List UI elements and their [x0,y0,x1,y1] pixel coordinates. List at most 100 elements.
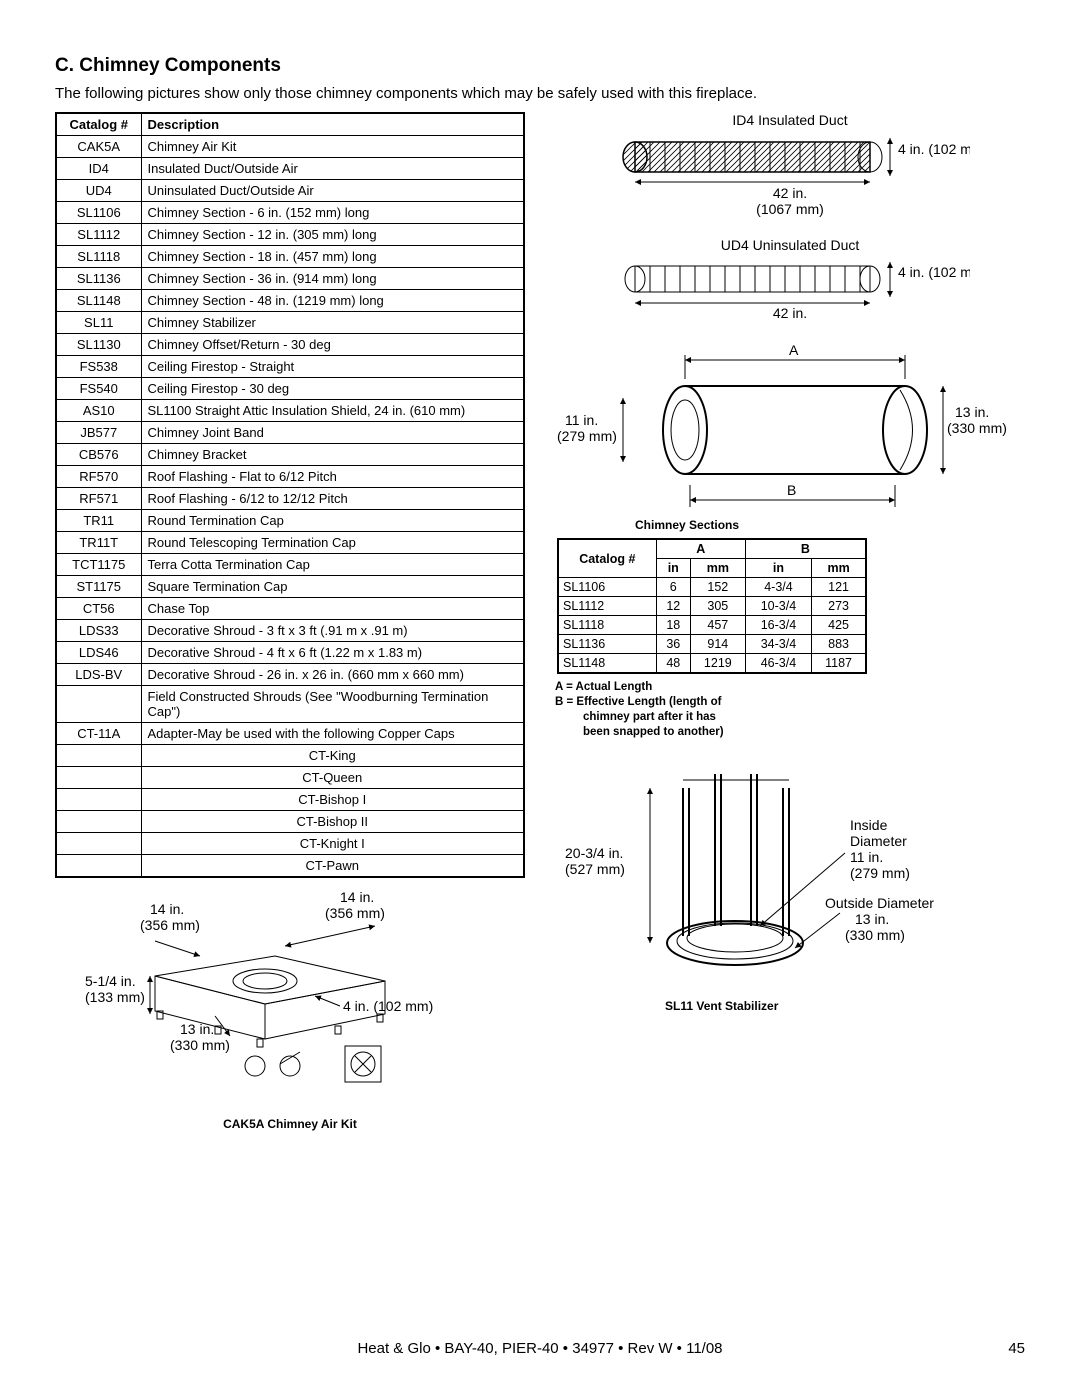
table-row: SL11181845716-3/4425 [558,616,866,635]
th-a: A [656,539,745,559]
ud4-title: UD4 Uninsulated Duct [555,237,1025,253]
svg-text:(330 mm): (330 mm) [170,1037,230,1053]
table-row: JB577Chimney Joint Band [56,422,524,444]
cell: 48 [656,654,690,674]
svg-text:Inside: Inside [850,817,888,833]
table-row: RF570Roof Flashing - Flat to 6/12 Pitch [56,466,524,488]
th-b-mm: mm [812,559,866,578]
svg-text:(133 mm): (133 mm) [85,989,145,1005]
chimney-sections-caption: Chimney Sections [635,518,1025,532]
cell: 273 [812,597,866,616]
cell: 10-3/4 [745,597,811,616]
cell-catalog: LDS33 [56,620,141,642]
cell-description: Round Termination Cap [141,510,524,532]
cell-description: CT-Bishop I [141,789,524,811]
cell-catalog [56,855,141,878]
cell-catalog: FS540 [56,378,141,400]
cell: 46-3/4 [745,654,811,674]
cell-description: Chimney Stabilizer [141,312,524,334]
cell-catalog: JB577 [56,422,141,444]
table-row: SL11121230510-3/4273 [558,597,866,616]
cell-catalog: SL1136 [56,268,141,290]
svg-text:13 in.: 13 in. [855,911,889,927]
cell: 1219 [690,654,745,674]
cell: 883 [812,635,866,654]
th-catalog: Catalog # [56,113,141,136]
cell-description: Ceiling Firestop - Straight [141,356,524,378]
table-row: LDS-BVDecorative Shroud - 26 in. x 26 in… [56,664,524,686]
cell-catalog: AS10 [56,400,141,422]
table-row: RF571Roof Flashing - 6/12 to 12/12 Pitch [56,488,524,510]
page-number: 45 [1008,1340,1025,1357]
cell-catalog: SL1106 [56,202,141,224]
cell-catalog: SL11 [56,312,141,334]
table-row: Field Constructed Shrouds (See "Woodburn… [56,686,524,723]
cell-catalog: SL1148 [56,290,141,312]
th-a-in: in [656,559,690,578]
cell: 16-3/4 [745,616,811,635]
id4-block: ID4 Insulated Duct 4 in. (102 mm) I [555,112,1025,217]
cak5a-figure: 14 in. (356 mm) 14 in. (356 mm) 5-1/4 in… [55,886,495,1106]
table-row: UD4Uninsulated Duct/Outside Air [56,180,524,202]
th-a-mm: mm [690,559,745,578]
table-row: SL1106Chimney Section - 6 in. (152 mm) l… [56,202,524,224]
table-row: SL1118Chimney Section - 18 in. (457 mm) … [56,246,524,268]
cell-catalog: TCT1175 [56,554,141,576]
svg-text:Outside Diameter: Outside Diameter [825,895,934,911]
sl11-caption: SL11 Vent Stabilizer [665,999,1025,1013]
svg-text:(356 mm): (356 mm) [140,917,200,933]
cell-description: Ceiling Firestop - 30 deg [141,378,524,400]
ud4-block: UD4 Uninsulated Duct 4 in. (102 mm) I [555,237,1025,321]
cell-description: CT-Pawn [141,855,524,878]
cell-description: Chimney Air Kit [141,136,524,158]
cell-catalog [56,833,141,855]
cell-description: Uninsulated Duct/Outside Air [141,180,524,202]
cell-catalog: RF571 [56,488,141,510]
cell-description: Decorative Shroud - 4 ft x 6 ft (1.22 m … [141,642,524,664]
catalog-table: Catalog # Description CAK5AChimney Air K… [55,112,525,878]
table-row: CAK5AChimney Air Kit [56,136,524,158]
svg-text:(279 mm): (279 mm) [557,428,617,444]
id4-len-mm: (1067 mm) [555,201,1025,217]
cell-description: Field Constructed Shrouds (See "Woodburn… [141,686,524,723]
cell-description: Chimney Section - 48 in. (1219 mm) long [141,290,524,312]
cell: 425 [812,616,866,635]
table-row: SL11Chimney Stabilizer [56,312,524,334]
cell-description: Insulated Duct/Outside Air [141,158,524,180]
dims-table: Catalog # A B in mm in mm SL110661524-3/… [557,538,867,674]
cell-description: Adapter-May be used with the following C… [141,723,524,745]
svg-text:14 in.: 14 in. [150,901,184,917]
cell-catalog: SL1112 [56,224,141,246]
svg-text:13 in.: 13 in. [955,404,989,420]
cell-catalog: FS538 [56,356,141,378]
table-row: TR11TRound Telescoping Termination Cap [56,532,524,554]
table-row: SL1148Chimney Section - 48 in. (1219 mm)… [56,290,524,312]
cell: 121 [812,578,866,597]
cell: SL1106 [558,578,656,597]
table-row: CT-Queen [56,767,524,789]
svg-text:14 in.: 14 in. [340,889,374,905]
intro-text: The following pictures show only those c… [55,85,1025,102]
cak5a-caption: CAK5A Chimney Air Kit [55,1117,525,1131]
cell-catalog: ST1175 [56,576,141,598]
id4-title: ID4 Insulated Duct [555,112,1025,128]
svg-text:20-3/4 in.: 20-3/4 in. [565,845,623,861]
cell-catalog: SL1130 [56,334,141,356]
cell: 18 [656,616,690,635]
cell: 152 [690,578,745,597]
svg-text:4 in. (102 mm) I: 4 in. (102 mm) I [898,141,970,157]
cell: SL1118 [558,616,656,635]
table-row: SL110661524-3/4121 [558,578,866,597]
table-row: CT-Bishop I [56,789,524,811]
cell-description: Decorative Shroud - 3 ft x 3 ft (.91 m x… [141,620,524,642]
svg-text:Diameter: Diameter [850,833,907,849]
table-row: CT-11AAdapter-May be used with the follo… [56,723,524,745]
table-row: CT-Knight I [56,833,524,855]
table-row: SL1112Chimney Section - 12 in. (305 mm) … [56,224,524,246]
cell-description: CT-Queen [141,767,524,789]
table-row: CT-Pawn [56,855,524,878]
svg-text:B: B [787,482,796,498]
table-row: LDS46Decorative Shroud - 4 ft x 6 ft (1.… [56,642,524,664]
svg-text:5-1/4 in.: 5-1/4 in. [85,973,136,989]
cell-description: Roof Flashing - Flat to 6/12 Pitch [141,466,524,488]
